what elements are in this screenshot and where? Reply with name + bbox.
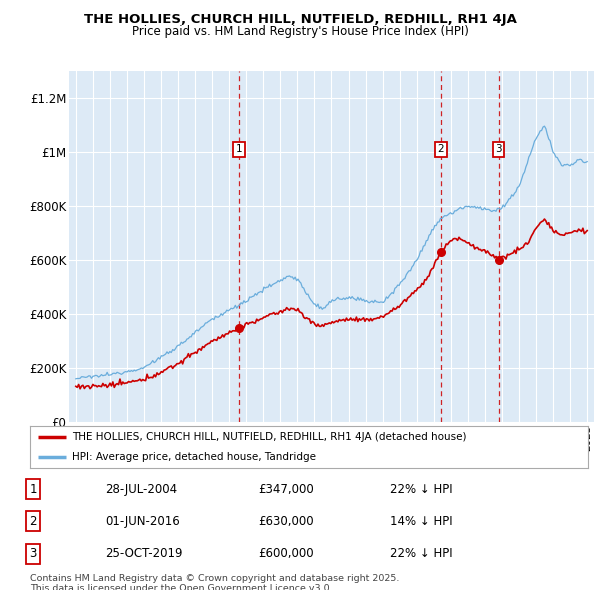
Text: 3: 3 xyxy=(495,144,502,154)
Text: 28-JUL-2004: 28-JUL-2004 xyxy=(105,483,177,496)
Text: 2: 2 xyxy=(29,515,37,528)
Text: THE HOLLIES, CHURCH HILL, NUTFIELD, REDHILL, RH1 4JA (detached house): THE HOLLIES, CHURCH HILL, NUTFIELD, REDH… xyxy=(72,432,466,442)
Text: THE HOLLIES, CHURCH HILL, NUTFIELD, REDHILL, RH1 4JA: THE HOLLIES, CHURCH HILL, NUTFIELD, REDH… xyxy=(83,13,517,26)
Text: £600,000: £600,000 xyxy=(258,547,314,560)
Text: 22% ↓ HPI: 22% ↓ HPI xyxy=(390,547,452,560)
Text: 14% ↓ HPI: 14% ↓ HPI xyxy=(390,515,452,528)
Text: 1: 1 xyxy=(236,144,242,154)
Text: 3: 3 xyxy=(29,547,37,560)
Text: Contains HM Land Registry data © Crown copyright and database right 2025.
This d: Contains HM Land Registry data © Crown c… xyxy=(30,574,400,590)
Text: £347,000: £347,000 xyxy=(258,483,314,496)
Text: £630,000: £630,000 xyxy=(258,515,314,528)
Text: 1: 1 xyxy=(29,483,37,496)
Text: Price paid vs. HM Land Registry's House Price Index (HPI): Price paid vs. HM Land Registry's House … xyxy=(131,25,469,38)
Text: HPI: Average price, detached house, Tandridge: HPI: Average price, detached house, Tand… xyxy=(72,452,316,462)
Text: 2: 2 xyxy=(437,144,444,154)
Text: 25-OCT-2019: 25-OCT-2019 xyxy=(105,547,182,560)
Text: 01-JUN-2016: 01-JUN-2016 xyxy=(105,515,180,528)
Text: 22% ↓ HPI: 22% ↓ HPI xyxy=(390,483,452,496)
